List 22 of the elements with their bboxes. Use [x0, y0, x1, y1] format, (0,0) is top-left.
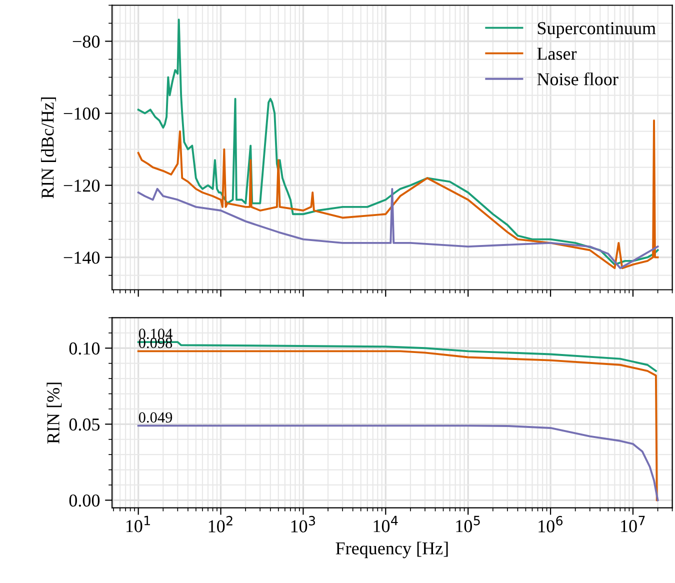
x-tick-label: 10$^{4}$	[374, 516, 398, 532]
x-tick-label: 10$^{2}$	[208, 516, 232, 532]
y-tick-label: −100	[64, 108, 100, 120]
y-tick-label: −80	[72, 36, 100, 48]
y-axis-title: RIN [%]	[46, 382, 62, 444]
annotation: 0.049	[138, 412, 172, 423]
x-tick-label: 10$^{3}$	[291, 516, 316, 532]
x-tick-label: 10$^{5}$	[456, 516, 480, 532]
x-tick-label: 10$^{7}$	[621, 516, 645, 532]
y-tick-label: −120	[64, 180, 100, 192]
legend-label: Laser	[537, 48, 577, 60]
x-tick-label: 10$^{6}$	[538, 516, 563, 532]
x-tick-label: 10$^{1}$	[126, 516, 150, 532]
y-tick-label: 0.10	[69, 342, 100, 355]
legend-label: Noise floor	[537, 72, 618, 86]
y-tick-label: −140	[64, 252, 100, 264]
y-tick-label: 0.05	[69, 418, 100, 431]
x-axis-title: Frequency [Hz]	[336, 542, 448, 558]
y-tick-label: 0.00	[69, 494, 100, 507]
annotation: 0.104	[138, 328, 172, 340]
y-axis-title: RIN [dBc/Hz]	[41, 97, 56, 198]
legend-label: Supercontinuum	[538, 22, 656, 38]
